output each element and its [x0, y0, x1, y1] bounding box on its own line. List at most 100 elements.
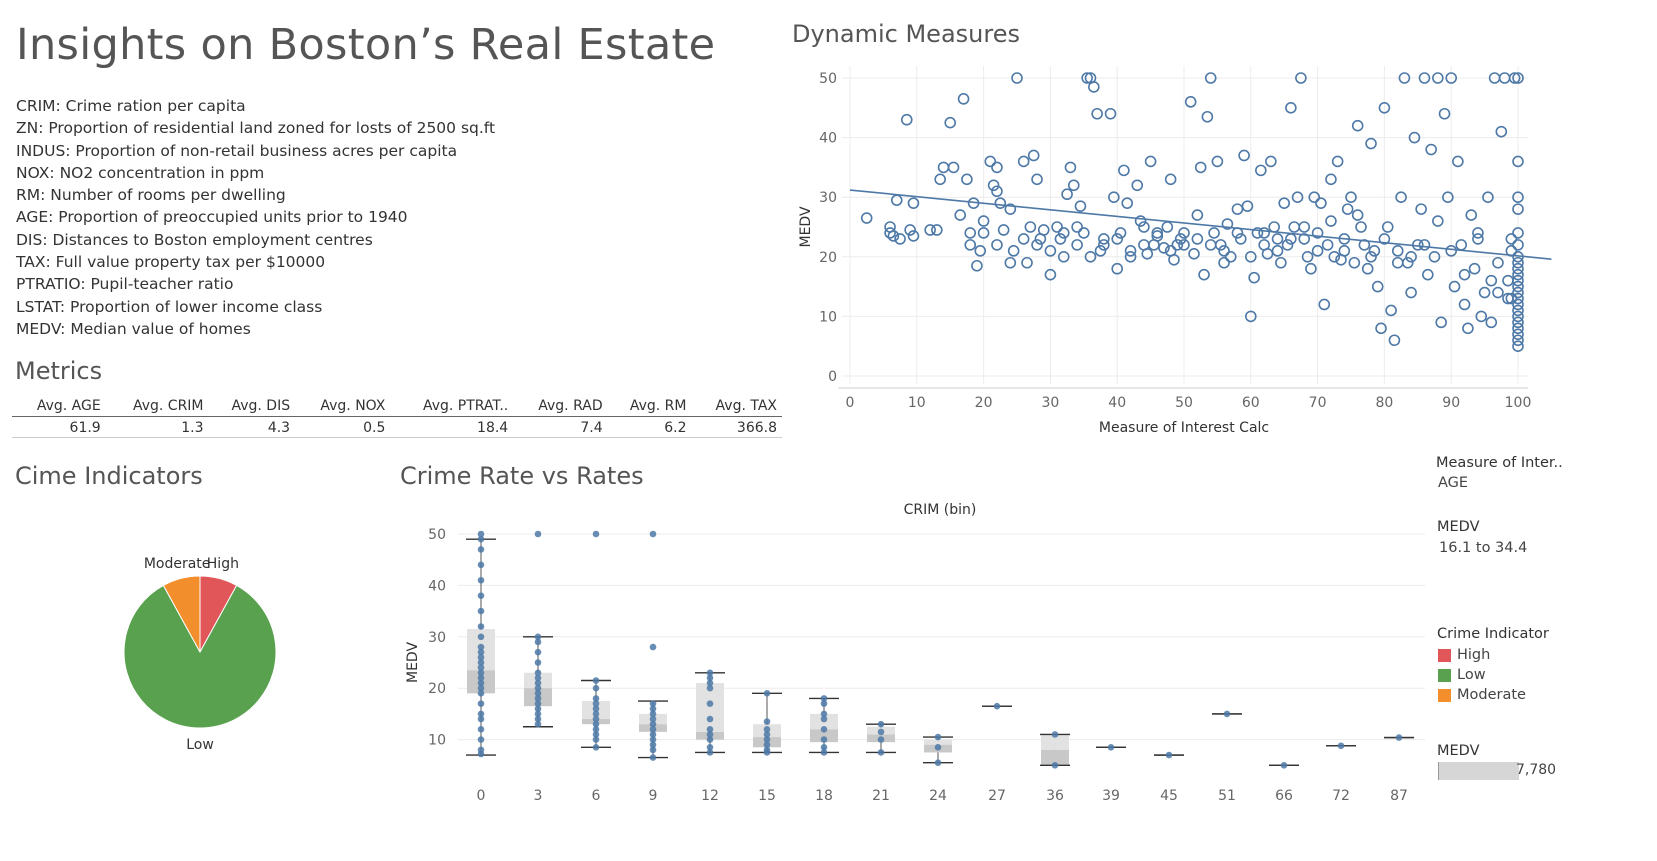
metric-header[interactable]: Avg. NOX	[295, 397, 391, 417]
box-lower	[810, 729, 838, 743]
metric-header[interactable]: Avg. RAD	[513, 397, 608, 417]
scatter-chart[interactable]: 0 10 20 30 40 50 60 70 80 90 100 0 10 20 30 40 50 Measure…	[790, 55, 1560, 445]
medv-filter-range[interactable]: 16.1 to 34.4	[1439, 540, 1528, 556]
scatter-point	[1422, 268, 1434, 281]
scatter-point	[1391, 245, 1404, 257]
metric-value[interactable]: 4.3	[208, 416, 296, 438]
x-category-label: 45	[1160, 788, 1178, 804]
scatter-point	[1191, 233, 1204, 245]
metric-value[interactable]: 61.9	[12, 416, 106, 438]
scatter-point	[1495, 125, 1508, 138]
x-category-label: 21	[872, 788, 890, 804]
metric-value[interactable]: 0.5	[295, 416, 391, 438]
box-data-point	[1051, 731, 1059, 738]
scatter-point	[1004, 203, 1017, 215]
scatter-point	[1067, 179, 1080, 192]
scatter-point	[1512, 191, 1524, 203]
x-tick-label: 40	[1108, 395, 1126, 411]
medv-size-value: 7,780	[1516, 762, 1557, 778]
box-data-point	[477, 592, 485, 599]
scatter-point	[1004, 256, 1017, 269]
scatter-point	[1084, 251, 1097, 263]
box-data-point	[877, 720, 885, 728]
metric-header[interactable]: Avg. RM	[607, 397, 692, 417]
legend-item-moderate[interactable]: Moderate	[1438, 685, 1526, 705]
pie-chart[interactable]: High Low Moderate	[90, 545, 320, 760]
metric-value[interactable]: 18.4	[390, 416, 514, 438]
crime-indicator-legend: High Low Moderate	[1438, 645, 1526, 705]
scatter-point	[1361, 262, 1374, 275]
box-data-point	[1051, 762, 1059, 769]
scatter-point	[1512, 155, 1524, 168]
box-data-point	[534, 720, 542, 728]
scatter-point	[1251, 227, 1264, 239]
metric-header[interactable]: Avg. CRIM	[105, 397, 209, 417]
scatter-point	[894, 233, 906, 245]
pie-slice-low	[123, 584, 277, 729]
metric-value[interactable]: 1.3	[105, 416, 209, 438]
scatter-point	[1121, 197, 1134, 209]
box-data-point	[477, 654, 485, 661]
x-tick-label: 20	[975, 395, 993, 411]
legend-swatch-high	[1438, 648, 1451, 662]
box-data-point	[1107, 744, 1115, 751]
box-data-point	[763, 718, 771, 725]
box-data-point	[477, 535, 485, 543]
scatter-point	[1071, 239, 1083, 251]
scatter-point	[1024, 221, 1037, 233]
box-data-point	[534, 648, 542, 656]
scatter-point	[961, 173, 973, 186]
scatter-point	[1308, 191, 1321, 203]
scatter-point	[1178, 239, 1190, 251]
box-data-point	[763, 741, 771, 749]
scatter-point	[1512, 298, 1524, 311]
metric-value[interactable]: 7.4	[513, 416, 608, 438]
scatter-point	[1472, 233, 1484, 245]
scatter-point	[1351, 119, 1364, 132]
scatter-point	[1445, 72, 1458, 84]
legend-item-low[interactable]: Low	[1438, 665, 1526, 685]
metric-header[interactable]: Avg. PTRAT..	[390, 397, 514, 417]
y-tick-label: 30	[428, 630, 446, 646]
metrics-header-row: Avg. AGE Avg. CRIM Avg. DIS Avg. NOX Avg…	[12, 397, 782, 417]
metric-value[interactable]: 366.8	[691, 416, 782, 438]
metric-value[interactable]: 6.2	[607, 416, 692, 438]
scatter-point	[1512, 203, 1524, 215]
box-data-point	[820, 744, 828, 751]
legend-item-high[interactable]: High	[1438, 645, 1526, 665]
scatter-point	[1285, 101, 1297, 114]
scatter-point	[1398, 72, 1411, 84]
scatter-point	[1288, 221, 1301, 233]
scatter-point	[1244, 310, 1257, 323]
x-category-label: 15	[758, 788, 776, 804]
x-category-label: 39	[1102, 788, 1120, 804]
scatter-point	[1108, 191, 1120, 203]
scatter-point	[1512, 304, 1524, 317]
scatter-point	[1512, 334, 1524, 347]
scatter-point	[1244, 251, 1257, 263]
metric-header[interactable]: Avg. AGE	[12, 397, 106, 417]
scatter-point	[1318, 298, 1331, 311]
box-data-point	[477, 576, 485, 584]
scatter-point	[1512, 292, 1524, 305]
scatter-point	[1118, 164, 1130, 177]
scatter-point	[1391, 256, 1404, 269]
scatter-point	[1007, 245, 1020, 257]
scatter-title: Dynamic Measures	[792, 20, 1020, 48]
x-category-label: 3	[534, 788, 543, 804]
scatter-point	[1021, 256, 1033, 269]
metric-header[interactable]: Avg. DIS	[208, 397, 296, 417]
definition-item: PTRATIO: Pupil-teacher ratio	[16, 275, 234, 294]
box-data-point	[534, 715, 542, 723]
scatter-point	[1512, 340, 1524, 353]
scatter-point	[974, 245, 987, 257]
x-tick-label: 10	[908, 395, 926, 411]
box-data-point	[477, 684, 485, 692]
scatter-point	[1512, 328, 1524, 341]
box-data-point	[592, 677, 600, 684]
moi-filter-value[interactable]: AGE	[1438, 475, 1469, 491]
scatter-point	[994, 197, 1007, 209]
metric-header[interactable]: Avg. TAX	[691, 397, 782, 417]
scatter-point	[1131, 179, 1144, 192]
